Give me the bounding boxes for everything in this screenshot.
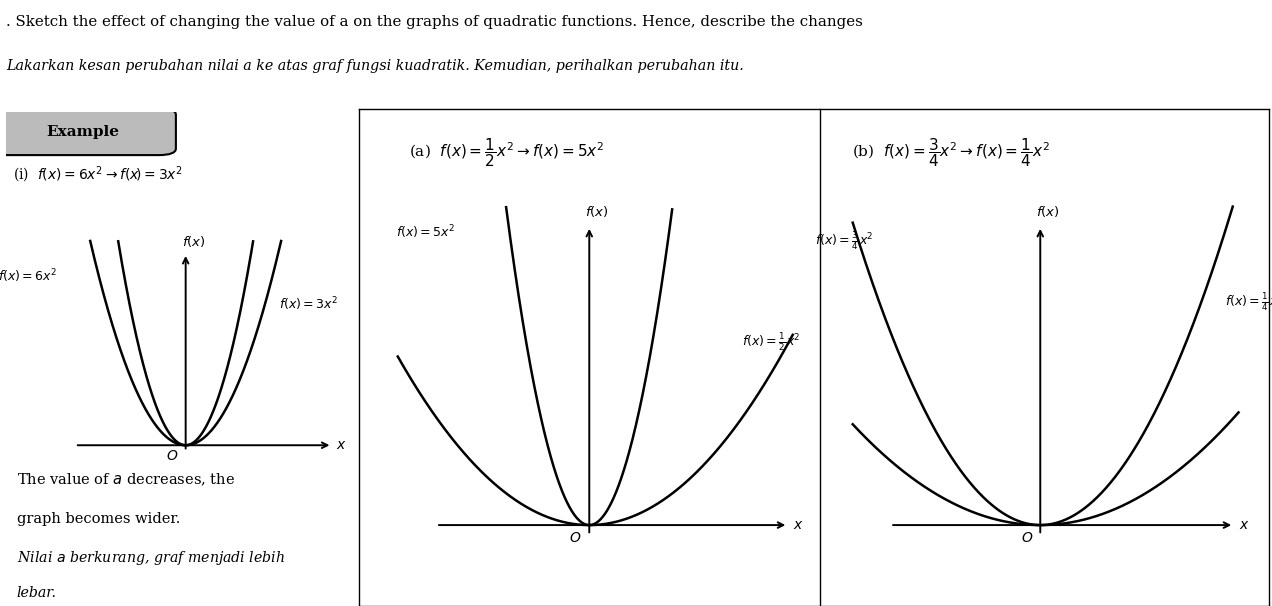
Text: $f(x)$: $f(x)$ bbox=[585, 204, 609, 219]
Text: . Sketch the effect of changing the value of a on the graphs of quadratic functi: . Sketch the effect of changing the valu… bbox=[6, 15, 864, 28]
Text: $x$: $x$ bbox=[792, 518, 804, 532]
Text: $f(x) = 5x^2$: $f(x) = 5x^2$ bbox=[397, 224, 455, 241]
Text: Nilai $a$ berkurang, graf menjadi lebih: Nilai $a$ berkurang, graf menjadi lebih bbox=[17, 548, 285, 567]
Text: $O$: $O$ bbox=[569, 531, 581, 545]
Text: The value of $a$ decreases, the: The value of $a$ decreases, the bbox=[17, 471, 235, 488]
Text: (b)  $f(x) = \dfrac{3}{4}x^2 \rightarrow f(x) = \dfrac{1}{4}x^2$: (b) $f(x) = \dfrac{3}{4}x^2 \rightarrow … bbox=[852, 136, 1049, 169]
Text: lebar.: lebar. bbox=[17, 585, 57, 600]
Text: (a)  $f(x) = \dfrac{1}{2}x^2 \rightarrow f(x) = 5x^2$: (a) $f(x) = \dfrac{1}{2}x^2 \rightarrow … bbox=[410, 136, 604, 169]
Text: $f(x) = \frac{1}{2}x^2$: $f(x) = \frac{1}{2}x^2$ bbox=[742, 331, 801, 353]
Text: Lakarkan kesan perubahan nilai a ke atas graf fungsi kuadratik. Kemudian, periha: Lakarkan kesan perubahan nilai a ke atas… bbox=[6, 59, 744, 73]
Text: $f(x) = \frac{1}{4}x^2$: $f(x) = \frac{1}{4}x^2$ bbox=[1225, 291, 1272, 313]
Text: Example: Example bbox=[46, 125, 120, 139]
Text: $x$: $x$ bbox=[336, 438, 346, 452]
Text: $f(x)$: $f(x)$ bbox=[182, 234, 205, 249]
Text: (i)  $f(x) = 6x^2 \rightarrow f(x\!) = 3x^2$: (i) $f(x) = 6x^2 \rightarrow f(x\!) = 3x… bbox=[13, 164, 183, 185]
Text: $f(x)$: $f(x)$ bbox=[1035, 204, 1060, 219]
Text: $f(x) = 6x^2$: $f(x) = 6x^2$ bbox=[0, 267, 57, 285]
Text: $x$: $x$ bbox=[1239, 518, 1249, 532]
FancyBboxPatch shape bbox=[0, 108, 176, 155]
Text: graph becomes wider.: graph becomes wider. bbox=[17, 511, 181, 525]
Text: $f(x) = 3x^2$: $f(x) = 3x^2$ bbox=[279, 295, 338, 313]
Text: $O$: $O$ bbox=[165, 449, 178, 463]
Text: $O$: $O$ bbox=[1020, 531, 1033, 545]
Text: $f(x) = \frac{3}{4}x^2$: $f(x) = \frac{3}{4}x^2$ bbox=[815, 230, 874, 251]
